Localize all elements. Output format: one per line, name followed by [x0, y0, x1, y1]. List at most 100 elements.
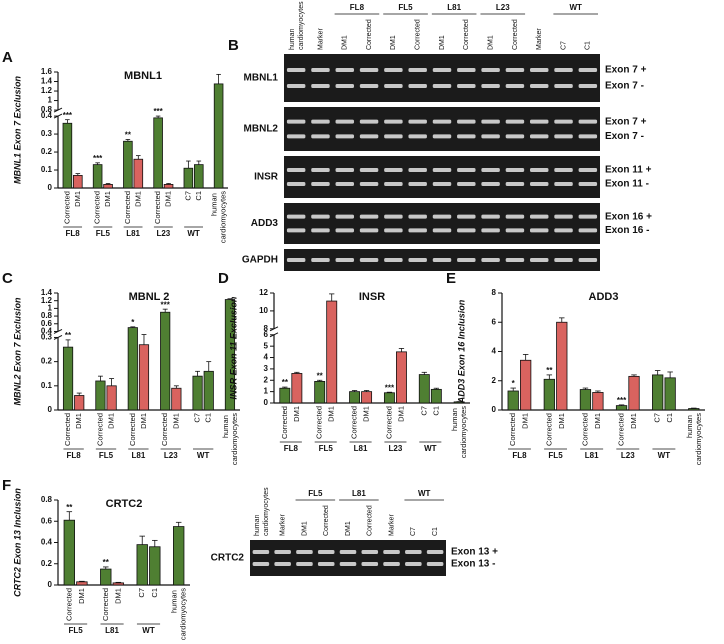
significance: ***	[161, 300, 171, 309]
y-tick-label: 0.8	[41, 311, 53, 320]
gel-band	[457, 68, 476, 72]
gel-band	[335, 214, 355, 219]
panel-label: F	[2, 477, 11, 494]
gel-band	[311, 214, 330, 219]
label-line: human	[289, 27, 296, 50]
bar	[76, 581, 88, 586]
gel-band	[311, 258, 330, 262]
axis-break	[53, 335, 63, 340]
gel-band	[554, 214, 573, 219]
lane-label: C7	[410, 527, 417, 536]
y-tick-label: 0.3	[41, 333, 53, 342]
x-tick-label: Corrected	[160, 413, 169, 446]
gel-band	[335, 84, 355, 88]
group-label: L23	[156, 229, 170, 238]
gel-band	[335, 134, 355, 139]
gel-band	[286, 228, 306, 233]
significance: **	[317, 371, 324, 380]
gel-band	[408, 214, 427, 219]
y-tick-label: 0.8	[41, 495, 53, 504]
lane-label: Marker	[280, 514, 287, 536]
group-label: WT	[197, 451, 210, 460]
gel-band	[529, 134, 549, 139]
bar	[628, 375, 640, 411]
x-tick-label: DM1	[171, 413, 180, 429]
x-tick-label: DM1	[557, 413, 566, 429]
y-tick-label: 8	[492, 288, 497, 297]
gel-band	[457, 84, 476, 88]
gel-band	[384, 228, 403, 233]
gel-band	[335, 228, 355, 233]
gel-band	[481, 168, 500, 172]
bar	[153, 117, 163, 189]
gel-band	[481, 68, 500, 72]
gel-band	[529, 228, 549, 233]
x-tick-label: C7	[653, 413, 662, 423]
y-tick-label: 0.1	[41, 165, 53, 174]
gel-band	[405, 562, 422, 566]
bar	[136, 544, 148, 586]
label-line: cardiomyocytes	[179, 588, 188, 640]
gel-band	[408, 258, 427, 262]
lane-label: Corrected	[323, 505, 330, 536]
x-tick-label: Corrected	[508, 413, 517, 446]
gel-band	[311, 84, 330, 88]
x-tick-label: Corrected	[62, 191, 71, 224]
x-tick-label: Corrected	[350, 406, 359, 439]
lane-label: DM1	[487, 35, 494, 50]
bar	[349, 391, 361, 404]
band-label: Exon 16 +	[605, 211, 652, 222]
y-tick-label: 4	[492, 347, 497, 356]
bar	[664, 377, 676, 411]
gel-band	[335, 182, 355, 186]
gel-band	[432, 134, 452, 139]
y-axis-label: INSR Exon 11 Exclusion	[228, 296, 238, 399]
panel-label: D	[218, 270, 229, 287]
gel-band	[384, 134, 403, 139]
gel-band	[274, 562, 291, 566]
significance: ***	[385, 383, 395, 392]
x-tick-label: Corrected	[544, 413, 553, 446]
y-tick-label: 0	[264, 398, 269, 407]
chart-title: MBNL1	[124, 70, 162, 82]
y-tick-label: 2	[492, 376, 497, 385]
gel-band	[286, 119, 306, 124]
label-line: human	[170, 588, 179, 613]
group-label: L81	[126, 229, 140, 238]
gel-band	[554, 68, 573, 72]
chart-title: CRTC2	[106, 498, 143, 510]
gel-band	[405, 550, 422, 554]
x-tick-label: Corrected	[580, 413, 589, 446]
gel-band	[529, 182, 549, 186]
lane-label: Marker	[317, 28, 324, 50]
gel-band	[311, 134, 330, 139]
gel-image	[284, 156, 600, 198]
gel-image	[250, 540, 446, 576]
significance: *	[131, 318, 135, 327]
gel-band	[457, 168, 476, 172]
x-tick-label: Corrected	[128, 413, 137, 446]
gel-band	[383, 562, 400, 566]
gel-band	[457, 258, 476, 262]
group-label: FL8	[284, 444, 299, 453]
x-tick-label: DM1	[629, 413, 638, 429]
significance: ***	[617, 396, 627, 405]
lane-group-label: FL5	[398, 3, 413, 12]
bar	[183, 167, 194, 189]
gel-band	[359, 258, 379, 262]
x-tick-label: DM1	[139, 413, 148, 429]
x-tick-label: DM1	[396, 406, 405, 422]
gel-band	[296, 562, 313, 566]
chart-title: INSR	[359, 291, 385, 303]
y-tick-label: 12	[259, 288, 268, 297]
panel-label: C	[2, 270, 13, 287]
label-line: cardiomyocytes	[459, 406, 468, 458]
gel-band	[286, 168, 306, 172]
gel-band	[286, 134, 306, 139]
gel-band	[432, 119, 452, 124]
label-line: human	[254, 513, 261, 536]
bar	[192, 375, 203, 411]
band-label: Exon 7 -	[605, 81, 644, 92]
